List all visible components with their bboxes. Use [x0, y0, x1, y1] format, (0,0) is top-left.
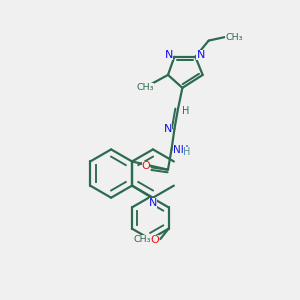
Text: H: H [182, 106, 189, 116]
Text: O: O [142, 161, 150, 171]
Text: H: H [183, 147, 190, 157]
Text: N: N [196, 50, 205, 60]
Text: N: N [164, 124, 172, 134]
Text: O: O [150, 235, 159, 244]
Text: NH: NH [173, 145, 189, 155]
Text: N: N [165, 50, 173, 60]
Text: CH₃: CH₃ [136, 83, 154, 92]
Text: CH₃: CH₃ [226, 33, 243, 42]
Text: CH₃: CH₃ [134, 235, 151, 244]
Text: N: N [149, 198, 157, 208]
